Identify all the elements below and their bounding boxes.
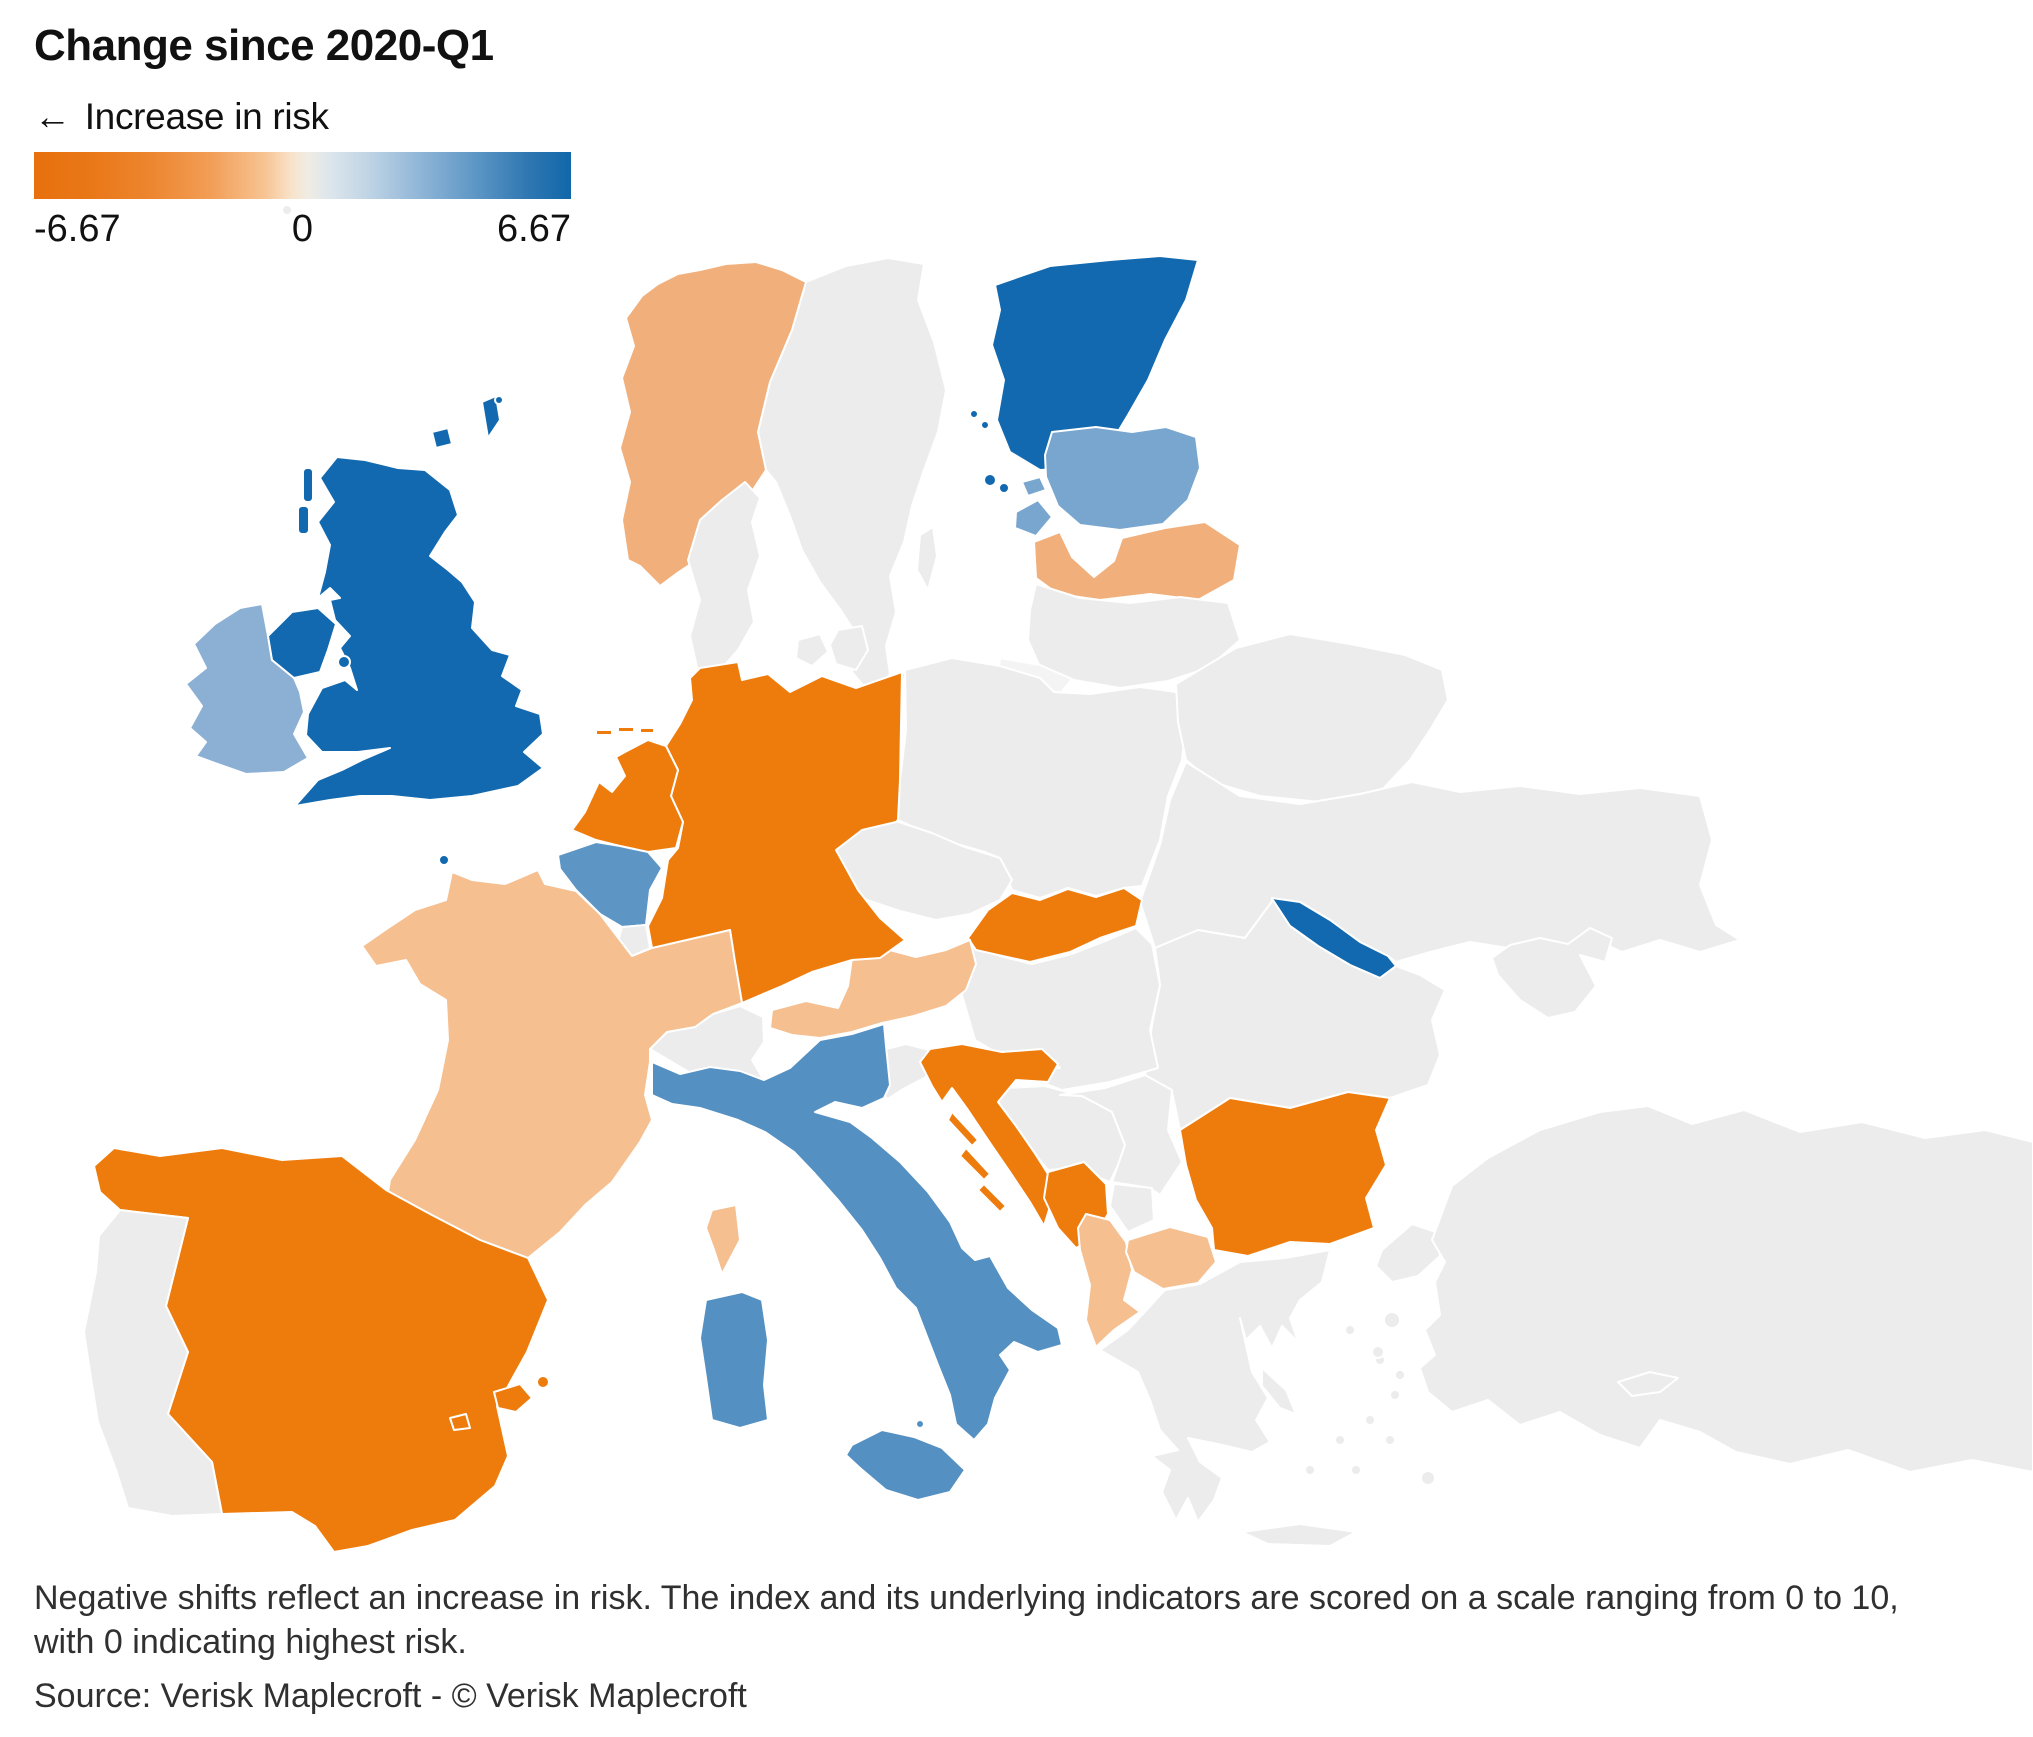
color-scale-bar [34,152,571,199]
source-line: Source: Verisk Maplecroft - © Verisk Map… [34,1677,747,1716]
legend-header: Change since 2020-Q1 ← Increase in risk [34,21,494,138]
country-north-macedonia[interactable] [1125,1226,1217,1290]
country-greece[interactable] [1099,1249,1436,1547]
country-denmark[interactable] [687,481,915,683]
country-slovakia[interactable] [967,887,1143,963]
map-countries [83,204,2033,1553]
faroe-islands[interactable] [281,204,301,230]
country-belarus[interactable] [1175,633,1449,803]
region-kosovo[interactable] [1109,1183,1155,1233]
footnote-line-2: with 0 indicating highest risk. [34,1623,467,1662]
country-bulgaria[interactable] [1179,1091,1391,1257]
footnote-line-1: Negative shifts reflect an increase in r… [34,1579,1899,1617]
island-gotland[interactable] [916,526,938,591]
country-united-kingdom[interactable] [267,395,544,866]
country-estonia[interactable] [1014,426,1201,537]
country-cyprus[interactable] [1617,1371,1679,1397]
footnote-block: Negative shifts reflect an increase in r… [34,1576,1899,1719]
country-lithuania[interactable] [1027,583,1241,689]
country-austria[interactable] [769,939,977,1039]
country-italy[interactable] [651,1023,1063,1501]
country-turkey[interactable] [1375,1105,2033,1473]
country-serbia[interactable] [1059,1074,1183,1196]
color-scale-labels: -6.67 0 6.67 [34,208,571,256]
country-belgium[interactable] [557,841,663,928]
risk-direction-label: ← Increase in risk [34,96,494,138]
country-portugal[interactable] [83,1209,223,1517]
region-crimea[interactable] [1491,927,1613,1019]
page-title: Change since 2020-Q1 [34,21,494,70]
country-croatia[interactable] [919,1043,1059,1227]
country-spain[interactable] [93,1147,550,1553]
left-arrow-icon: ← [34,96,71,138]
scale-max-label: 6.67 [497,208,571,250]
risk-direction-text: Increase in risk [84,96,329,138]
country-sweden[interactable] [757,257,947,697]
country-albania[interactable] [1077,1213,1141,1348]
scale-min-label: -6.67 [34,208,121,250]
country-latvia[interactable] [1033,521,1241,601]
country-ukraine[interactable] [1139,761,1741,963]
scale-mid-label: 0 [291,208,314,250]
country-netherlands[interactable] [571,726,684,853]
